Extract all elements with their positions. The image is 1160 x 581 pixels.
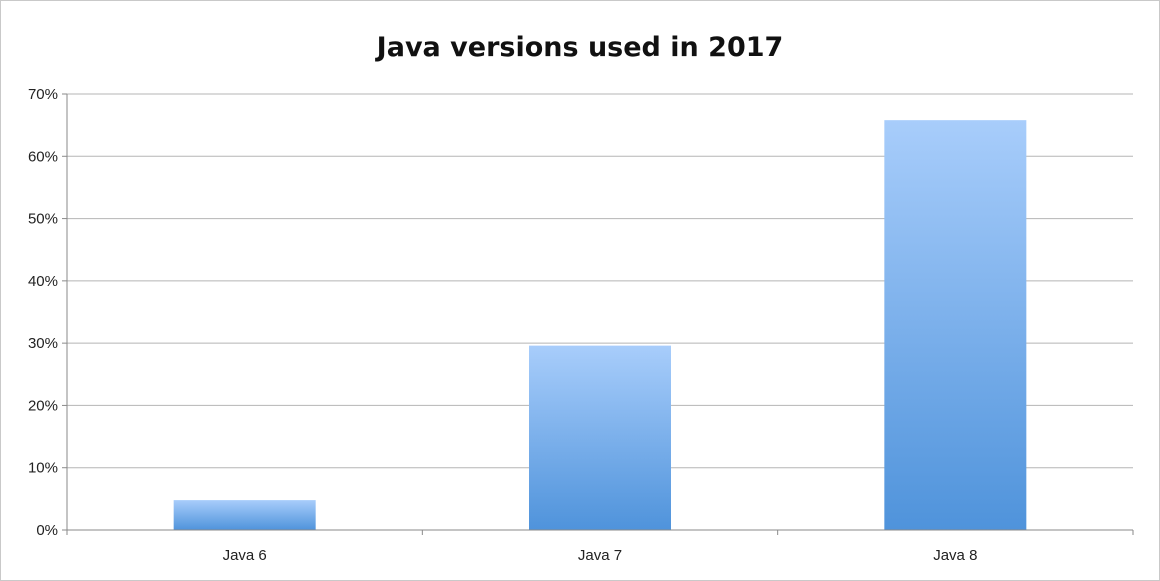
x-tick-label: Java 7 [578,547,622,564]
y-tick-label: 0% [36,522,58,539]
y-tick-label: 50% [28,211,58,228]
axis-labels: 0% 10% 20% 30% 40% 50% 60% 70% Java 6 Java 7 Java … [28,86,977,564]
y-tick-label: 70% [28,86,58,103]
axes [62,93,1134,535]
y-tick-label: 10% [28,460,58,477]
y-tick-label: 30% [28,335,58,352]
x-tick-label: Java 8 [933,547,977,564]
y-tick-label: 20% [28,397,58,414]
bars [173,120,1027,530]
bar [884,120,1027,530]
x-tick-label: Java 6 [223,547,267,564]
bar [529,345,671,530]
y-tick-label: 60% [28,148,58,165]
y-tick-label: 40% [28,273,58,290]
bar [173,500,316,530]
chart-title: Java versions used in 2017 [375,32,784,63]
grid-lines [67,93,1133,469]
